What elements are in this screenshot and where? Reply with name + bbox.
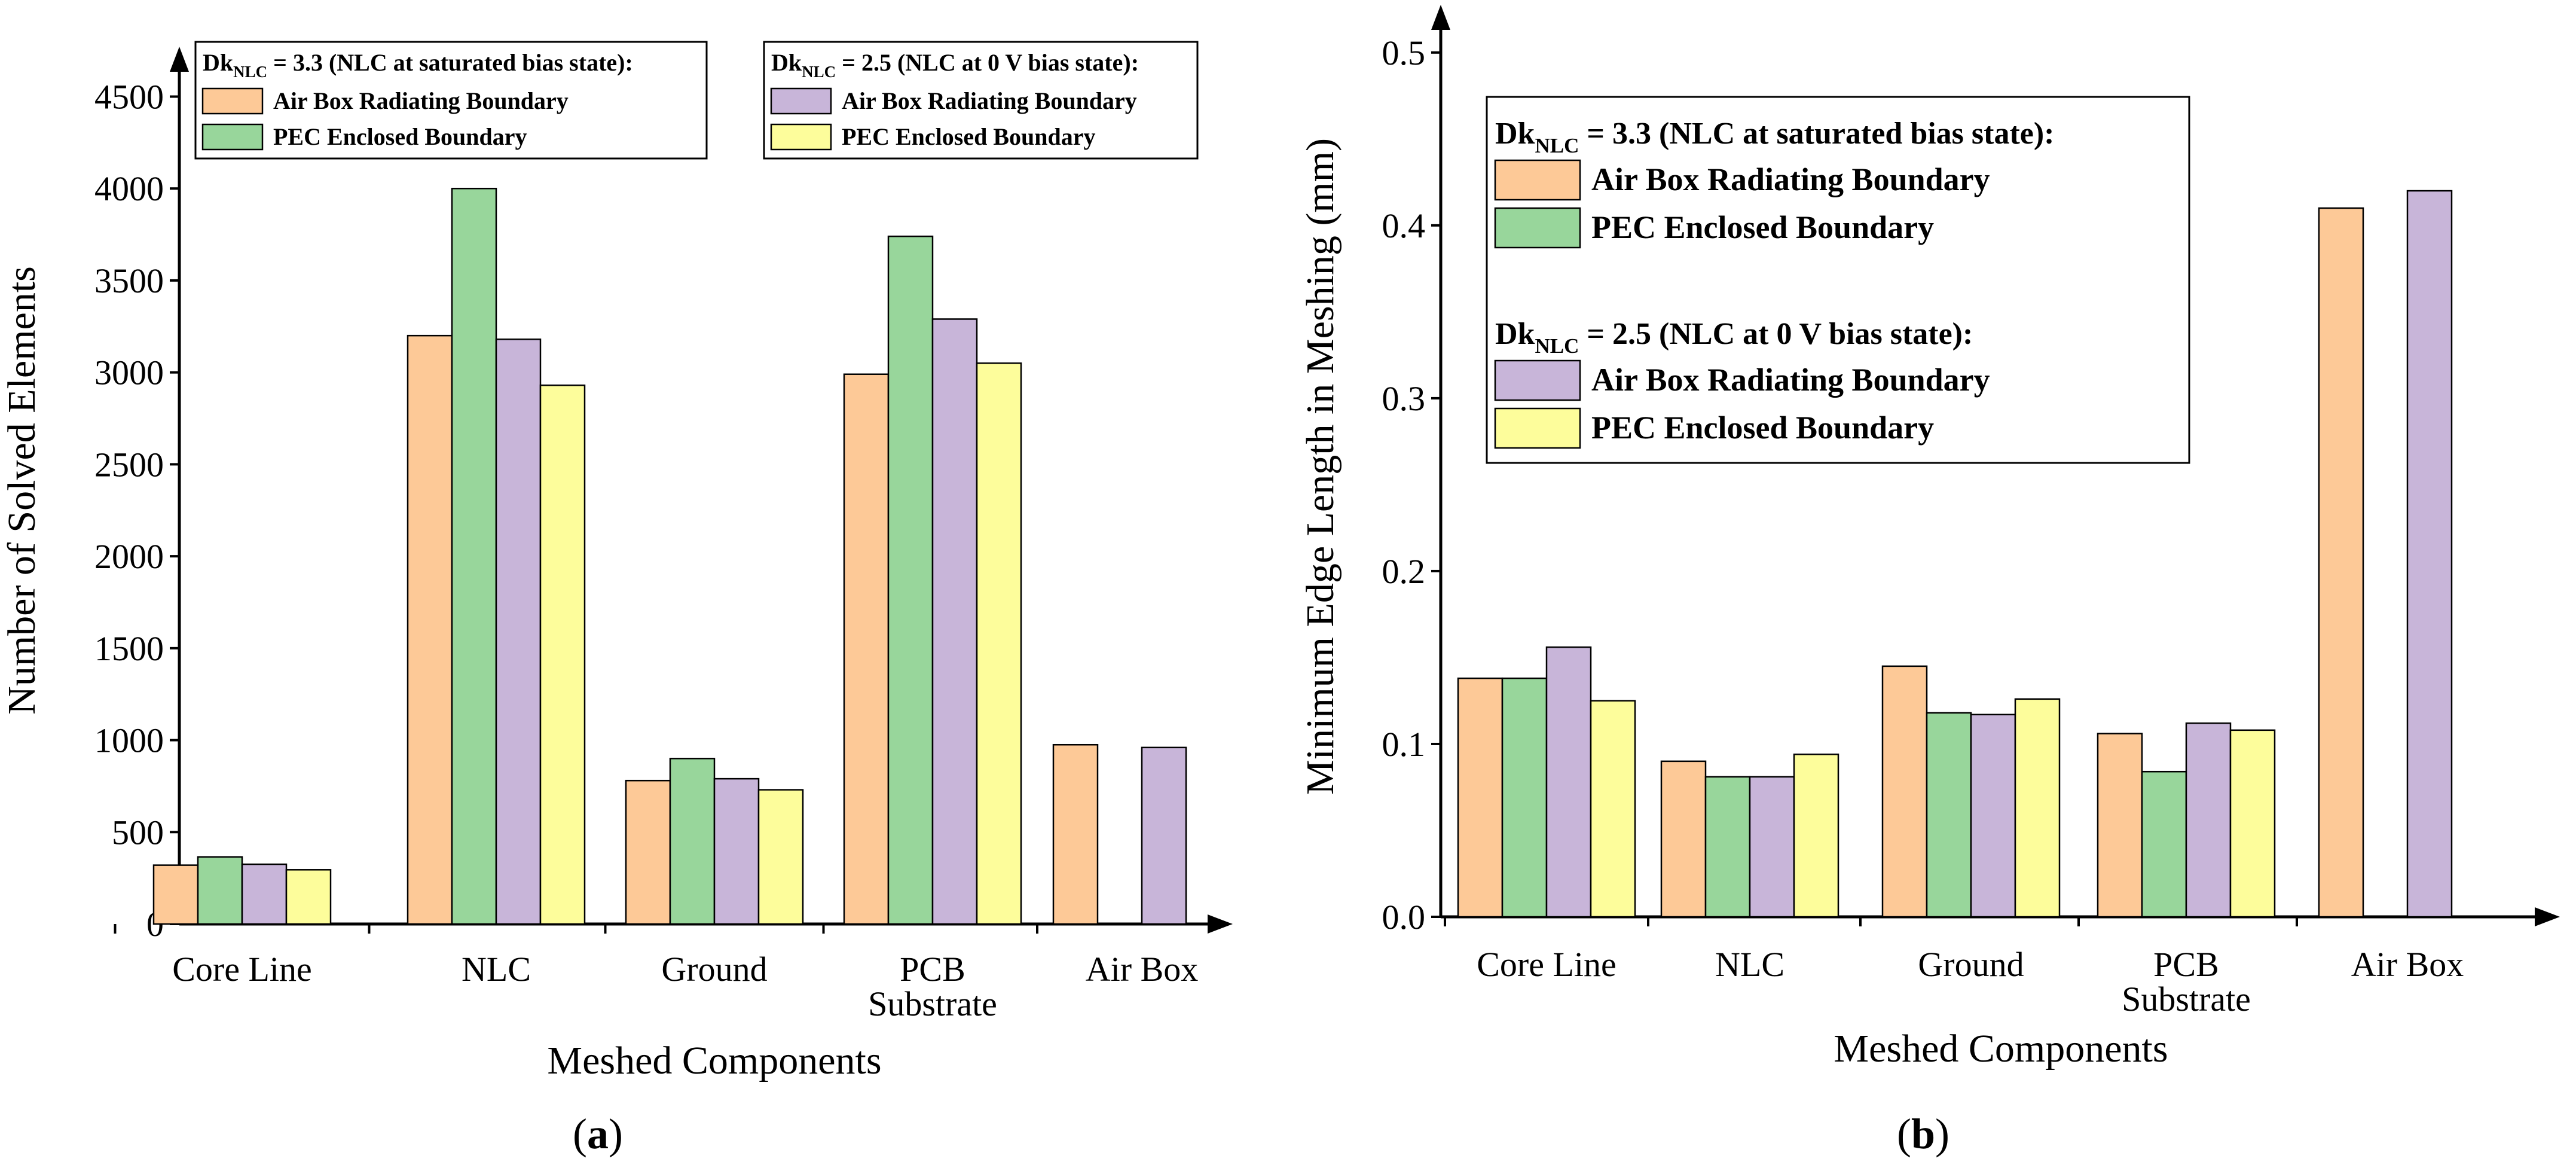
legend-box bbox=[1486, 96, 2190, 464]
legend-swatch bbox=[770, 123, 832, 151]
bar-Dk25-2-2 bbox=[1970, 713, 2016, 918]
bar-Dk25-2-0 bbox=[241, 863, 288, 925]
y-tick-label: 4000 bbox=[94, 169, 164, 208]
x-tick-label: PCB bbox=[900, 950, 965, 989]
bar-Dk25-2-3 bbox=[931, 318, 978, 925]
chart-b: 0.0 0.1 0.2 0.3 0.4 0.5 Core Line NLC Ground PCBS… bbox=[1298, 5, 2560, 1158]
legend-title: DkNLC = 3.3 (NLC at saturated bias state… bbox=[203, 49, 633, 81]
x-tick-label: Ground bbox=[1918, 945, 2024, 984]
legend-title: DkNLC = 2.5 (NLC at 0 V bias state): bbox=[1495, 317, 1973, 358]
bar-Dk33-1-3 bbox=[2141, 770, 2187, 918]
legend-swatch bbox=[201, 123, 264, 151]
bar-Dk25-2-2 bbox=[713, 777, 760, 925]
bar-Dk33-0-0 bbox=[1457, 677, 1504, 918]
y-tick-label: 2000 bbox=[94, 537, 164, 576]
legend-label: Air Box Radiating Boundary bbox=[1591, 161, 1990, 197]
bar-Dk25-3-3 bbox=[2229, 729, 2276, 918]
y-axis-arrow bbox=[170, 47, 189, 72]
y-tick-label: 2500 bbox=[94, 445, 164, 484]
bar-Dk33-0-4 bbox=[1052, 743, 1099, 925]
bar-Dk25-2-1 bbox=[495, 339, 542, 925]
bar-Dk25-3-3 bbox=[976, 362, 1022, 925]
y-tick-label: 0.2 bbox=[1382, 552, 1426, 591]
y-tick-label: 500 bbox=[112, 813, 164, 852]
legend-title: DkNLC = 2.5 (NLC at 0 V bias state): bbox=[771, 49, 1139, 81]
y-tick-label: 3500 bbox=[94, 261, 164, 300]
legend-label: PEC Enclosed Boundary bbox=[842, 123, 1096, 150]
legend-label: Air Box Radiating Boundary bbox=[273, 87, 569, 114]
x-tick-label: Ground bbox=[661, 950, 767, 989]
legend-label: Air Box Radiating Boundary bbox=[842, 87, 1137, 114]
y-tick-label: 1000 bbox=[94, 721, 164, 760]
bar-Dk33-0-2 bbox=[1881, 665, 1928, 918]
x-tick-label: NLC bbox=[462, 950, 531, 989]
legend-swatch bbox=[201, 87, 264, 115]
bar-Dk33-1-2 bbox=[1926, 712, 1972, 918]
y-tick-label: 4500 bbox=[94, 77, 164, 116]
x-axis-arrow bbox=[2535, 907, 2560, 926]
bar-Dk25-3-1 bbox=[1793, 754, 1839, 918]
x-axis-title: Meshed Components bbox=[1834, 1027, 2168, 1071]
x-tick-label: Air Box bbox=[1086, 950, 1199, 989]
y-tick-label: 0.0 bbox=[1382, 898, 1426, 937]
bar-Dk25-3-2 bbox=[2014, 698, 2061, 918]
legend-label: PEC Enclosed Boundary bbox=[273, 123, 527, 150]
bar-Dk33-1-1 bbox=[451, 187, 497, 925]
legend-label: Air Box Radiating Boundary bbox=[1591, 362, 1990, 398]
y-tick-label: 0.1 bbox=[1382, 725, 1426, 764]
bar-Dk33-0-3 bbox=[843, 373, 890, 925]
y-tick-label: 1500 bbox=[94, 629, 164, 668]
legend-label: PEC Enclosed Boundary bbox=[1591, 410, 1934, 446]
bar-Dk33-1-0 bbox=[197, 856, 243, 925]
bar-Dk25-2-0 bbox=[1545, 646, 1592, 918]
bar-Dk33-0-0 bbox=[152, 864, 199, 925]
legend-label: PEC Enclosed Boundary bbox=[1591, 209, 1934, 245]
legend-title: DkNLC = 3.3 (NLC at saturated bias state… bbox=[1495, 117, 2055, 157]
bar-Dk33-0-3 bbox=[2097, 733, 2143, 918]
bar-Dk25-2-1 bbox=[1749, 776, 1795, 918]
y-tick-label: 0.3 bbox=[1382, 379, 1426, 418]
bar-Dk33-1-1 bbox=[1704, 776, 1751, 918]
x-tick-label: NLC bbox=[1715, 945, 1784, 984]
y-axis-title: Minimum Edge Length in Meshing (mm) bbox=[1298, 138, 1342, 795]
legend-swatch bbox=[1494, 407, 1581, 449]
x-tick-label: Substrate bbox=[2122, 980, 2251, 1019]
legend-swatch bbox=[770, 87, 832, 115]
bar-Dk25-3-0 bbox=[285, 869, 332, 925]
bar-Dk25-2-3 bbox=[2185, 722, 2232, 918]
bar-Dk33-0-1 bbox=[1660, 760, 1707, 918]
x-tick-label: PCB bbox=[2153, 945, 2219, 984]
legend-swatch bbox=[1494, 207, 1581, 249]
y-tick-label: 3000 bbox=[94, 353, 164, 392]
bar-Dk25-3-2 bbox=[757, 789, 804, 925]
x-axis-arrow bbox=[1208, 914, 1233, 934]
bar-Dk25-2-4 bbox=[1141, 746, 1187, 925]
panel-label: (b) bbox=[1897, 1110, 1949, 1158]
x-tick-label: Core Line bbox=[1477, 945, 1617, 984]
bar-Dk25-2-4 bbox=[2406, 190, 2453, 918]
legend-box bbox=[763, 41, 1199, 160]
y-axis-title: Number of Solved Elements bbox=[0, 266, 44, 715]
legend-swatch bbox=[1494, 159, 1581, 201]
legend-swatch bbox=[1494, 359, 1581, 401]
bar-Dk25-3-1 bbox=[539, 384, 586, 925]
x-axis-title: Meshed Components bbox=[547, 1039, 881, 1082]
x-tick-label: Air Box bbox=[2351, 945, 2464, 984]
legend-box bbox=[194, 41, 708, 160]
bar-Dk33-0-4 bbox=[2318, 207, 2364, 918]
chart-a: 050010001500200025003000350040004500Core… bbox=[0, 41, 1233, 1158]
bar-Dk33-0-2 bbox=[625, 779, 671, 925]
y-tick-label: 0.5 bbox=[1382, 33, 1426, 72]
bar-Dk33-0-1 bbox=[407, 334, 453, 925]
y-tick-label: 0.4 bbox=[1382, 206, 1426, 245]
bar-Dk25-3-0 bbox=[1590, 700, 1636, 918]
bar-Dk33-1-2 bbox=[669, 758, 716, 925]
bar-Dk33-1-3 bbox=[887, 235, 934, 925]
x-tick-label: Core Line bbox=[172, 950, 312, 989]
y-axis-arrow bbox=[1431, 5, 1450, 30]
bar-Dk33-1-0 bbox=[1501, 677, 1548, 918]
x-tick-label: Substrate bbox=[868, 984, 997, 1023]
panel-label: (a) bbox=[573, 1110, 623, 1158]
